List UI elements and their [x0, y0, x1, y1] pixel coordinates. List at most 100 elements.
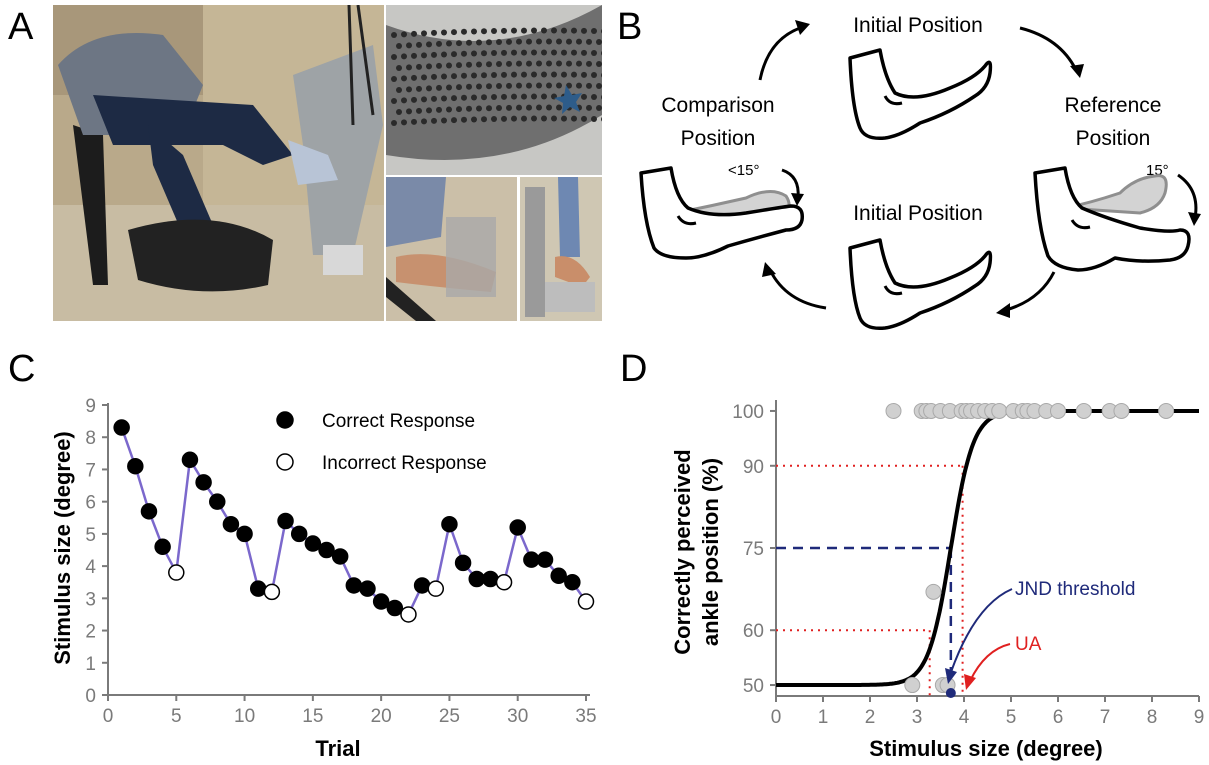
plate-hole: [416, 107, 422, 114]
d-y-tick-label: 60: [743, 621, 764, 642]
plate-hole: [466, 61, 472, 68]
cycle-arrowheads: [762, 20, 1201, 318]
c-y-tick-label: 9: [85, 396, 96, 417]
c-y-tick-label: 7: [85, 460, 96, 481]
plate-hole: [426, 63, 432, 70]
plate-hole: [601, 28, 602, 34]
plate-hole: [541, 93, 547, 100]
plate-hole: [456, 84, 462, 91]
plate-hole: [586, 60, 592, 67]
plate-hole: [461, 94, 467, 101]
plate-hole: [536, 60, 542, 67]
plate-hole: [576, 38, 582, 45]
arrow-comparison-to-initial: [758, 26, 801, 81]
plate-hole: [531, 71, 537, 78]
c-x-tick-label: 5: [171, 706, 182, 727]
plate-hole: [601, 50, 602, 56]
plate-hole: [446, 40, 452, 47]
plate-hole: [471, 94, 477, 101]
plate-hole: [501, 49, 507, 56]
plate-hole: [556, 60, 562, 67]
arrowhead-4: [762, 262, 776, 277]
plate-hole: [531, 49, 537, 56]
plate-hole: [456, 106, 462, 113]
plate-hole: [571, 71, 577, 78]
point-incorrect: [427, 580, 445, 597]
plate-hole: [391, 98, 397, 104]
photo-participant-illustration: [53, 5, 384, 321]
plate-hole: [521, 93, 527, 100]
plate-hole: [446, 106, 452, 113]
plate-hole: [501, 115, 507, 122]
point-correct: [441, 515, 458, 533]
plate-hole: [396, 109, 402, 115]
plate-hole: [571, 49, 577, 56]
panel-a-letter: A: [8, 6, 34, 48]
d-y-tick-label: 100: [732, 402, 764, 423]
plate-hole: [561, 49, 567, 56]
chart-c-points: [113, 419, 595, 623]
plate-hole: [551, 71, 557, 78]
label-reference-line1: Reference: [1065, 94, 1162, 117]
plate-hole: [501, 71, 507, 78]
point-correct: [140, 503, 158, 520]
c-x-tick-label: 30: [507, 706, 528, 727]
point-correct: [236, 525, 253, 543]
legend-correct-label: Correct Response: [322, 411, 475, 432]
plate-hole: [601, 72, 602, 78]
plate-hole: [586, 38, 592, 45]
plate-hole: [486, 39, 492, 46]
ua-arrow: [969, 643, 1011, 682]
photo-perforated-plate: [386, 5, 602, 175]
plate-hole: [456, 62, 462, 69]
plate-hole: [576, 60, 582, 67]
point-correct: [536, 551, 554, 568]
plate-hole: [511, 71, 517, 78]
plate-hole: [551, 115, 557, 122]
plate-hole: [556, 82, 562, 89]
plate-hole: [596, 61, 602, 67]
c-x-tick-label: 0: [103, 706, 114, 727]
plate-hole: [431, 95, 437, 102]
point-correct: [290, 525, 308, 543]
plate-hole: [596, 39, 602, 45]
arrowhead-5: [1188, 212, 1201, 226]
photo-foot-on-pedal: [386, 177, 517, 321]
plate-hole: [471, 72, 477, 79]
d-x-tick-label: 1: [818, 707, 829, 728]
chart-d-fit-curve: [776, 409, 1199, 687]
plate-hole: [546, 60, 552, 67]
plate-hole: [536, 82, 542, 89]
data-point: [1050, 402, 1066, 419]
c-y-tick-label: 5: [85, 525, 96, 546]
plate-hole: [401, 119, 407, 126]
plate-hole: [401, 97, 407, 104]
data-point: [991, 402, 1008, 419]
plate-hole: [516, 60, 522, 67]
arrow-initial-to-comparison: [768, 269, 827, 310]
plate-hole: [396, 43, 402, 49]
c-x-tick-label: 20: [371, 706, 392, 727]
plate-hole: [486, 61, 492, 68]
c-y-tick-label: 1: [85, 654, 96, 675]
plate-hole: [491, 116, 497, 122]
plate-hole: [431, 51, 437, 58]
point-incorrect: [168, 564, 185, 581]
plate-hole: [511, 115, 517, 122]
plate-hole: [441, 29, 447, 36]
point-correct: [454, 554, 472, 572]
point-incorrect: [495, 573, 513, 591]
plate-hole: [456, 40, 462, 47]
plate-hole: [436, 106, 442, 113]
c-y-tick-label: 4: [85, 557, 96, 578]
plate-hole: [461, 50, 467, 57]
label-reference-line2: Position: [1076, 127, 1151, 150]
plate-hole: [431, 29, 437, 36]
plate-hole: [496, 61, 502, 67]
plate-hole: [516, 104, 522, 111]
label-comparison-line2: Position: [681, 127, 756, 150]
point-correct: [277, 512, 294, 530]
plate-hole: [526, 82, 532, 89]
d-x-tick-label: 3: [912, 707, 923, 728]
